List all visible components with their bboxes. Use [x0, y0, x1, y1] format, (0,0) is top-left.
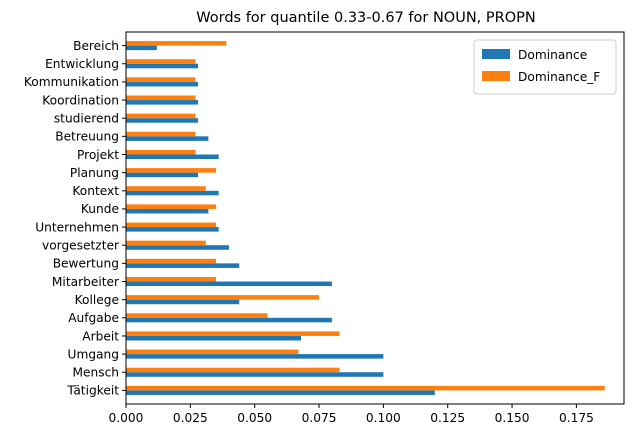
x-tick-label: 0.100 [366, 411, 401, 425]
legend-swatch [482, 49, 510, 59]
bar-dominance-19 [126, 45, 157, 51]
bar-dominance-f-7 [126, 258, 217, 264]
bar-dominance-f-13 [126, 149, 196, 155]
x-tick-label: 0.150 [495, 411, 530, 425]
bar-dominance-f-18 [126, 59, 196, 64]
bar-dominance-17 [126, 81, 199, 87]
x-tick-label: 0.125 [430, 411, 465, 425]
bar-dominance-f-16 [126, 95, 196, 101]
bar-dominance-f-2 [126, 349, 299, 355]
legend-label: Dominance [518, 48, 587, 62]
legend-label: Dominance_F [518, 70, 600, 84]
bar-dominance-f-8 [126, 240, 206, 246]
bar-dominance-10 [126, 208, 209, 214]
bar-dominance-3 [126, 335, 302, 341]
bar-dominance-11 [126, 190, 219, 196]
y-tick-label: vorgesetzter [42, 239, 120, 253]
y-tick-label: Entwicklung [45, 57, 119, 71]
bar-dominance-f-15 [126, 113, 196, 119]
y-tick-label: Bereich [73, 39, 119, 53]
bar-dominance-f-6 [126, 276, 217, 282]
bar-dominance-f-4 [126, 313, 268, 318]
y-tick-label: Kollege [75, 293, 119, 307]
bar-dominance-0 [126, 390, 435, 395]
bar-dominance-f-9 [126, 222, 217, 228]
bar-dominance-16 [126, 100, 199, 105]
x-axis: 0.000 0.025 0.050 0.075 0.100 0.125 0.150 0.175 [109, 404, 594, 425]
bar-dominance-13 [126, 154, 219, 160]
bar-dominance-f-3 [126, 331, 340, 336]
y-tick-label: Arbeit [82, 329, 119, 343]
y-tick-label: Kontext [72, 184, 119, 198]
bar-dominance-6 [126, 281, 332, 287]
y-tick-label: studierend [54, 111, 119, 125]
legend: Dominance Dominance_F [473, 39, 617, 95]
bar-dominance-f-11 [126, 186, 206, 191]
bar-dominance-7 [126, 263, 240, 268]
y-axis: Tätigkeit Mensch Umgang Arbeit Aufgabe Kolleg… [24, 39, 126, 398]
bar-dominance-18 [126, 63, 199, 69]
bar-dominance-5 [126, 299, 240, 305]
y-tick-label: Aufgabe [68, 311, 119, 325]
y-tick-label: Kunde [81, 202, 119, 216]
bar-dominance-4 [126, 317, 332, 323]
y-tick-label: Tätigkeit [66, 384, 119, 398]
bar-dominance-1 [126, 372, 384, 377]
x-tick-label: 0.075 [302, 411, 337, 425]
y-tick-label: Unternehmen [35, 220, 119, 234]
bar-dominance-f-12 [126, 168, 217, 173]
bar-dominance-8 [126, 245, 229, 250]
y-tick-label: Kommunikation [24, 75, 119, 89]
y-tick-label: Bewertung [53, 257, 119, 271]
bar-dominance-f-1 [126, 367, 340, 373]
x-tick-label: 0.050 [237, 411, 272, 425]
bar-dominance-14 [126, 136, 209, 141]
chart-title: Words for quantile 0.33-0.67 for NOUN, P… [196, 10, 535, 26]
plot-frame [125, 31, 625, 405]
x-tick-label: 0.175 [559, 411, 594, 425]
bar-dominance-f-17 [126, 77, 196, 82]
y-tick-label: Koordination [42, 93, 119, 107]
x-tick-label: 0.000 [109, 411, 144, 425]
bar-dominance-f-14 [126, 131, 196, 137]
x-tick-label: 0.025 [173, 411, 208, 425]
y-tick-label: Mitarbeiter [52, 275, 120, 289]
bars-layer [126, 41, 605, 395]
bar-dominance-f-19 [126, 41, 227, 46]
y-tick-label: Mensch [72, 366, 119, 380]
bar-dominance-2 [126, 354, 384, 359]
y-tick-label: Projekt [77, 148, 119, 162]
bar-dominance-f-10 [126, 204, 217, 209]
legend-swatch [482, 71, 510, 81]
y-tick-label: Umgang [68, 347, 119, 361]
bar-dominance-9 [126, 227, 219, 232]
y-tick-label: Planung [70, 166, 119, 180]
bar-dominance-15 [126, 118, 199, 123]
y-tick-label: Betreuung [55, 130, 119, 144]
bar-dominance-f-5 [126, 295, 320, 300]
bar-dominance-f-0 [126, 385, 605, 391]
bar-dominance-12 [126, 172, 199, 178]
